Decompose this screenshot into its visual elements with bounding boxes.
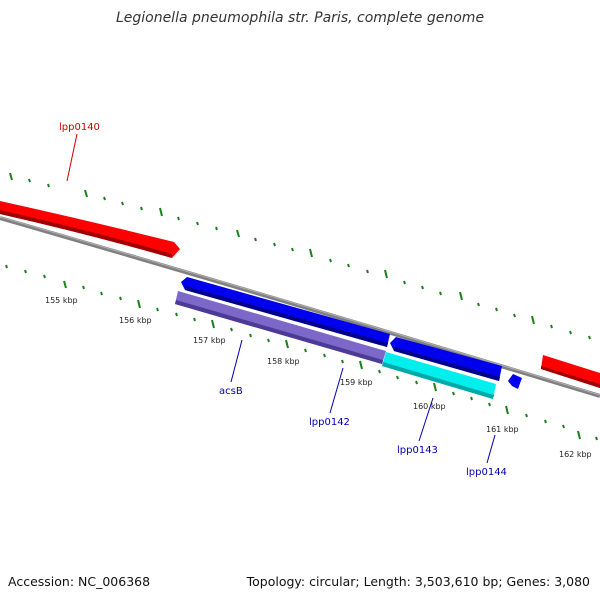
tick-mark bbox=[459, 291, 463, 301]
genome-backbone bbox=[0, 216, 600, 398]
tick-mark bbox=[24, 269, 27, 274]
tick-mark bbox=[359, 360, 363, 370]
label-leader-lpp0144 bbox=[486, 434, 496, 464]
inner-tick-ring bbox=[5, 264, 598, 441]
outer-tick-ring bbox=[9, 172, 591, 340]
tick-mark bbox=[156, 307, 159, 312]
tick-mark bbox=[329, 258, 332, 263]
gene-lpp0140-shade bbox=[0, 210, 172, 258]
tick-mark bbox=[505, 405, 509, 415]
tick-mark bbox=[267, 338, 270, 343]
tick-mark bbox=[341, 359, 344, 364]
tick-mark bbox=[347, 263, 350, 268]
tick-mark bbox=[452, 391, 455, 396]
tick-mark bbox=[193, 317, 196, 322]
tick-mark bbox=[384, 269, 388, 279]
gene-acsB-shade bbox=[175, 300, 383, 364]
gene-label-lpp0140: lpp0140 bbox=[59, 122, 100, 133]
tick-mark bbox=[63, 280, 67, 289]
tick-mark bbox=[285, 339, 289, 349]
map-title: Legionella pneumophila str. Paris, compl… bbox=[115, 10, 485, 26]
tick-mark bbox=[531, 315, 535, 325]
tick-mark bbox=[140, 206, 143, 211]
tick-mark bbox=[84, 189, 88, 198]
ruler-label: 159 kbp bbox=[340, 378, 373, 387]
ruler-label: 158 kbp bbox=[267, 357, 300, 366]
ruler-label: 157 kbp bbox=[193, 336, 226, 345]
tick-mark bbox=[595, 436, 598, 441]
tick-mark bbox=[215, 226, 218, 231]
tick-mark bbox=[137, 299, 141, 309]
tick-mark bbox=[403, 280, 406, 285]
gene-lpp0144[interactable] bbox=[508, 374, 522, 389]
tick-mark bbox=[5, 264, 8, 269]
tick-mark bbox=[495, 307, 498, 312]
tick-mark bbox=[577, 430, 581, 440]
tick-mark bbox=[562, 424, 565, 429]
genome-backbone-highlight bbox=[0, 216, 600, 396]
tick-mark bbox=[249, 333, 252, 338]
gene-label-lpp0144: lpp0144 bbox=[466, 467, 507, 478]
gene-lpp0143-shade bbox=[382, 362, 494, 399]
ruler-label: 156 kbp bbox=[119, 316, 152, 325]
tick-mark bbox=[396, 375, 399, 380]
tick-mark bbox=[236, 229, 240, 238]
tick-mark bbox=[82, 285, 85, 290]
gene-lpp0142-right-shade bbox=[394, 347, 500, 381]
tick-mark bbox=[211, 319, 215, 329]
tick-mark bbox=[477, 302, 480, 307]
tick-mark bbox=[378, 369, 381, 374]
tick-mark bbox=[47, 183, 50, 188]
tick-mark bbox=[421, 285, 424, 290]
tick-mark bbox=[119, 296, 122, 301]
tick-mark bbox=[254, 237, 257, 242]
gene-label-lpp0142: lpp0142 bbox=[309, 417, 350, 428]
ruler-label: 161 kbp bbox=[486, 425, 519, 434]
ruler-label: 155 kbp bbox=[45, 296, 78, 305]
tick-mark bbox=[159, 207, 163, 217]
tick-mark bbox=[28, 178, 31, 183]
tick-mark bbox=[544, 419, 547, 424]
tick-mark bbox=[304, 348, 307, 353]
gene-forward-right-shade bbox=[541, 366, 600, 388]
tick-mark bbox=[513, 313, 516, 318]
tick-mark bbox=[470, 396, 473, 401]
tick-mark bbox=[103, 196, 106, 201]
tick-mark bbox=[43, 274, 46, 279]
tick-mark bbox=[569, 330, 572, 335]
tick-mark bbox=[415, 380, 418, 385]
label-leader-lpp0140 bbox=[66, 133, 78, 182]
tick-mark bbox=[488, 402, 491, 407]
tick-mark bbox=[309, 248, 313, 258]
tick-mark bbox=[439, 291, 442, 296]
gene-lpp0142-shade bbox=[185, 286, 388, 347]
tick-mark bbox=[273, 242, 276, 247]
tick-mark bbox=[121, 201, 124, 206]
label-leader-lpp0142 bbox=[329, 367, 344, 414]
genome-summary-text: Topology: circular; Length: 3,503,610 bp… bbox=[246, 574, 590, 589]
tick-mark bbox=[588, 335, 591, 340]
label-leader-lpp0143 bbox=[418, 397, 434, 442]
tick-mark bbox=[100, 291, 103, 296]
tick-mark bbox=[9, 172, 13, 181]
ruler-label: 160 kbp bbox=[413, 402, 446, 411]
tick-mark bbox=[291, 247, 294, 252]
ruler-label: 162 kbp bbox=[559, 450, 592, 459]
tick-mark bbox=[366, 269, 369, 274]
tick-mark bbox=[177, 216, 180, 221]
accession-text: Accession: NC_006368 bbox=[8, 574, 151, 589]
tick-mark bbox=[433, 382, 437, 392]
tick-mark bbox=[196, 221, 199, 226]
tick-mark bbox=[175, 312, 178, 317]
tick-mark bbox=[525, 413, 528, 418]
tick-mark bbox=[323, 353, 326, 358]
tick-mark bbox=[230, 327, 233, 332]
gene-label-lpp0143: lpp0143 bbox=[397, 445, 438, 456]
tick-mark bbox=[550, 324, 553, 329]
gene-label-acsB: acsB bbox=[219, 386, 243, 397]
label-leader-acsB bbox=[230, 339, 243, 383]
